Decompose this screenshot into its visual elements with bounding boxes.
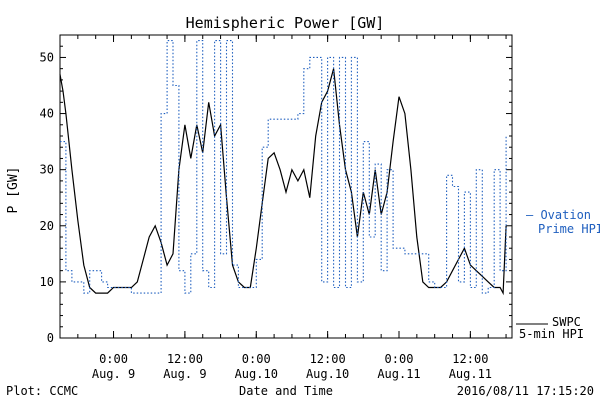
- x-tick-label-time: 0:00: [242, 352, 271, 366]
- x-tick-label-time: 12:00: [452, 352, 488, 366]
- x-tick-label-date: Aug. 9: [92, 367, 135, 381]
- x-tick-label-time: 12:00: [167, 352, 203, 366]
- x-tick-label-date: Aug.10: [306, 367, 349, 381]
- footer-plot-credit: Plot: CCMC: [6, 384, 78, 398]
- x-tick-label-time: 12:00: [310, 352, 346, 366]
- x-tick-label-date: Aug. 9: [163, 367, 206, 381]
- x-tick-label-date: Aug.10: [235, 367, 278, 381]
- series-layer: [59, 40, 507, 296]
- x-axis-label: Date and Time: [239, 384, 333, 398]
- legend-swpc-label-2: 5-min HPI: [519, 327, 584, 341]
- x-tick-label-date: Aug.11: [377, 367, 420, 381]
- legend-swpc-label: SWPC: [552, 315, 581, 329]
- series-swpc-line: [59, 68, 507, 296]
- y-axis: 0 10 20 30 40 50: [40, 34, 512, 345]
- x-tick-label-time: 0:00: [385, 352, 414, 366]
- x-tick-label-date: Aug.11: [449, 367, 492, 381]
- y-tick-label: 50: [40, 50, 54, 64]
- y-tick-label: 40: [40, 107, 54, 121]
- plot-frame: [59, 34, 513, 339]
- y-tick-label: 10: [40, 275, 54, 289]
- y-tick-label: 30: [40, 163, 54, 177]
- series-ovation-prime-line: [60, 40, 507, 294]
- y-axis-label: P [GW]: [6, 167, 21, 214]
- y-tick-label: 20: [40, 219, 54, 233]
- footer-timestamp: 2016/08/11 17:15:20: [457, 384, 594, 398]
- legend-ovation-label-2: Prime HPI: [538, 222, 600, 236]
- y-tick-label: 0: [47, 331, 54, 345]
- x-tick-label-time: 0:00: [99, 352, 128, 366]
- legend-ovation-label: — Ovation: [526, 208, 591, 222]
- chart-title: Hemispheric Power [GW]: [186, 14, 385, 32]
